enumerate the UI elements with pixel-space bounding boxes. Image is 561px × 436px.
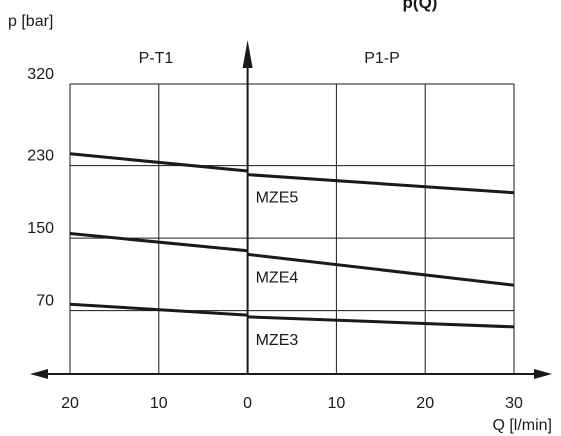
series-label-mze3: MZE3: [256, 332, 299, 349]
x-tick-label: 10: [150, 395, 168, 412]
grid: [69, 83, 515, 374]
tick-labels: 20 10 0 10 20 30 320 230 150 70: [27, 66, 523, 412]
series-label-mze5: MZE5: [256, 190, 299, 207]
chart-title-fragment: p(Q): [403, 0, 438, 12]
x-tick-label: 20: [416, 395, 434, 412]
series: MZE5 MZE4 MZE3: [69, 152, 515, 349]
y-axis-label: p [bar]: [8, 13, 53, 30]
region-label-right: P1-P: [364, 50, 400, 67]
x-axis-left-arrow: [30, 369, 48, 379]
series-line-mze3-right: [247, 315, 515, 329]
y-tick-label: 150: [27, 220, 54, 237]
x-axis-label: Q [l/min]: [492, 417, 552, 434]
axes: [30, 40, 552, 379]
x-tick-label: 10: [328, 395, 346, 412]
series-label-mze4: MZE4: [256, 269, 299, 286]
x-tick-label: 30: [505, 395, 523, 412]
series-line-mze4-right: [247, 252, 515, 287]
series-line-mze5-right: [247, 173, 515, 195]
y-axis-arrow: [242, 40, 253, 68]
x-axis-right-arrow: [534, 369, 552, 379]
region-label-left: P-T1: [139, 50, 174, 67]
y-tick-label: 320: [27, 66, 54, 83]
x-tick-label: 20: [61, 395, 79, 412]
y-tick-label: 230: [27, 148, 54, 165]
series-line-mze3-left: [69, 302, 248, 317]
series-line-mze4-left: [69, 232, 248, 253]
series-line-mze5-left: [69, 152, 248, 173]
x-tick-label: 0: [243, 395, 252, 412]
y-tick-label: 70: [36, 293, 54, 310]
